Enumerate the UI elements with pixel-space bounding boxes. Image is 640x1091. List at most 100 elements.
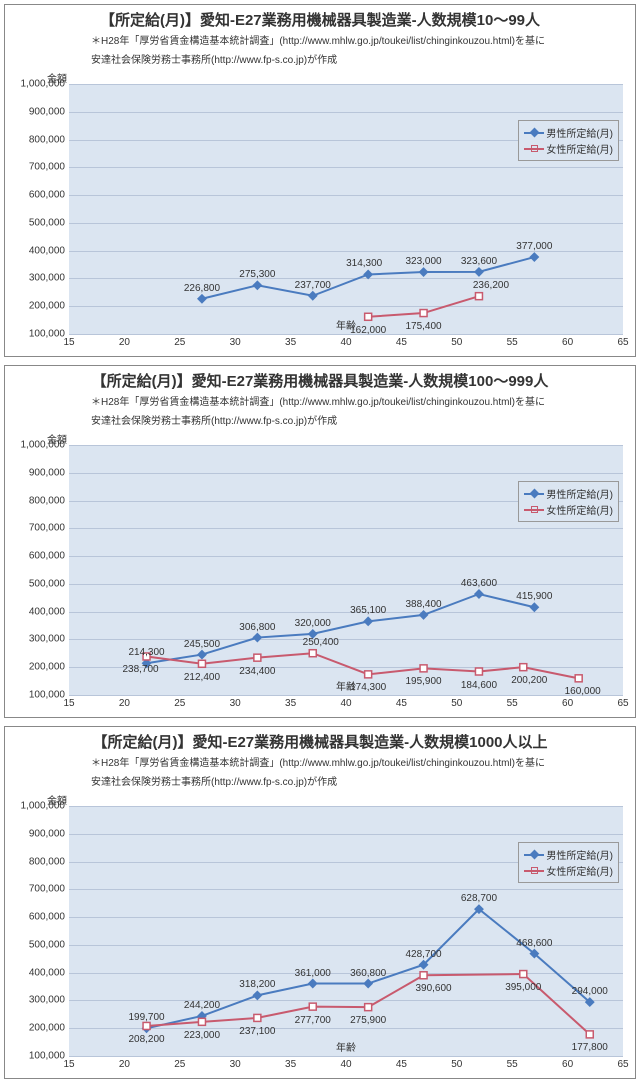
y-tick: 900,000 — [17, 106, 65, 117]
chart-note: 安達社会保険労務士事務所(http://www.fp-s.co.jp)が作成 — [5, 49, 635, 68]
data-label: 365,100 — [350, 605, 386, 616]
y-tick: 900,000 — [17, 828, 65, 839]
x-tick: 65 — [617, 337, 628, 348]
data-label: 200,200 — [511, 675, 547, 686]
data-label: 174,300 — [350, 682, 386, 693]
y-tick: 1,000,000 — [17, 801, 65, 812]
y-tick: 900,000 — [17, 467, 65, 478]
data-label: 320,000 — [295, 618, 331, 629]
data-label: 208,200 — [128, 1034, 164, 1045]
y-tick: 800,000 — [17, 495, 65, 506]
data-label: 177,800 — [572, 1042, 608, 1053]
y-tick: 600,000 — [17, 551, 65, 562]
y-tick: 400,000 — [17, 606, 65, 617]
plot-area: 金額年齢100,000200,000300,000400,000500,0006… — [69, 84, 623, 334]
data-label: 160,000 — [565, 686, 601, 697]
chart-title: 【所定給(月)】愛知-E27業務用機械器具製造業-人数規模1000人以上 — [5, 727, 635, 752]
data-label: 195,900 — [405, 676, 441, 687]
y-tick: 100,000 — [17, 329, 65, 340]
data-label: 237,100 — [239, 1026, 275, 1037]
x-tick: 55 — [507, 1059, 518, 1070]
data-label: 184,600 — [461, 680, 497, 691]
x-tick: 35 — [285, 698, 296, 709]
y-tick: 700,000 — [17, 523, 65, 534]
chart-note: ＊H28年「厚労省賃金構造基本統計調査」(http://www.mhlw.go.… — [5, 30, 635, 49]
chart-note: 安達社会保険労務士事務所(http://www.fp-s.co.jp)が作成 — [5, 771, 635, 790]
y-tick: 500,000 — [17, 939, 65, 950]
x-tick: 50 — [451, 1059, 462, 1070]
data-label: 388,400 — [405, 599, 441, 610]
data-label: 212,400 — [184, 672, 220, 683]
x-tick: 20 — [119, 337, 130, 348]
y-tick: 300,000 — [17, 634, 65, 645]
y-tick: 100,000 — [17, 690, 65, 701]
x-tick: 25 — [174, 337, 185, 348]
chart-title: 【所定給(月)】愛知-E27業務用機械器具製造業-人数規模100～999人 — [5, 366, 635, 391]
chart-note: 安達社会保険労務士事務所(http://www.fp-s.co.jp)が作成 — [5, 410, 635, 429]
plot-area: 金額年齢100,000200,000300,000400,000500,0006… — [69, 445, 623, 695]
y-tick: 1,000,000 — [17, 440, 65, 451]
data-label: 415,900 — [516, 591, 552, 602]
data-label: 162,000 — [350, 325, 386, 336]
plot-area: 金額年齢100,000200,000300,000400,000500,0006… — [69, 806, 623, 1056]
data-label: 277,700 — [295, 1015, 331, 1026]
data-label: 377,000 — [516, 241, 552, 252]
x-tick: 30 — [230, 698, 241, 709]
x-tick: 60 — [562, 698, 573, 709]
data-label: 395,000 — [505, 982, 541, 993]
x-tick: 30 — [230, 1059, 241, 1070]
data-label: 628,700 — [461, 893, 497, 904]
y-tick: 300,000 — [17, 273, 65, 284]
y-tick: 300,000 — [17, 995, 65, 1006]
x-tick: 40 — [340, 337, 351, 348]
y-tick: 400,000 — [17, 245, 65, 256]
x-tick: 20 — [119, 1059, 130, 1070]
x-tick: 15 — [63, 337, 74, 348]
x-tick: 45 — [396, 698, 407, 709]
data-label: 199,700 — [128, 1012, 164, 1023]
y-tick: 500,000 — [17, 578, 65, 589]
x-tick: 25 — [174, 698, 185, 709]
y-tick: 600,000 — [17, 912, 65, 923]
chart-title: 【所定給(月)】愛知-E27業務用機械器具製造業-人数規模10～99人 — [5, 5, 635, 30]
x-tick: 50 — [451, 337, 462, 348]
data-label: 275,300 — [239, 269, 275, 280]
y-tick: 800,000 — [17, 134, 65, 145]
data-label: 275,900 — [350, 1015, 386, 1026]
data-label: 428,700 — [405, 949, 441, 960]
data-label: 360,800 — [350, 968, 386, 979]
chart-note: ＊H28年「厚労省賃金構造基本統計調査」(http://www.mhlw.go.… — [5, 391, 635, 410]
y-tick: 200,000 — [17, 301, 65, 312]
x-tick: 50 — [451, 698, 462, 709]
y-tick: 700,000 — [17, 884, 65, 895]
data-label: 390,600 — [415, 983, 451, 994]
y-tick: 500,000 — [17, 217, 65, 228]
data-label: 468,600 — [516, 938, 552, 949]
data-label: 237,700 — [295, 280, 331, 291]
data-label: 318,200 — [239, 979, 275, 990]
x-tick: 60 — [562, 1059, 573, 1070]
y-tick: 1,000,000 — [17, 79, 65, 90]
x-tick: 20 — [119, 698, 130, 709]
data-label: 314,300 — [346, 258, 382, 269]
data-label: 245,500 — [184, 639, 220, 650]
x-tick: 55 — [507, 698, 518, 709]
x-tick: 45 — [396, 1059, 407, 1070]
y-tick: 800,000 — [17, 856, 65, 867]
x-tick: 35 — [285, 1059, 296, 1070]
data-label: 214,300 — [128, 647, 164, 658]
data-label: 223,000 — [184, 1030, 220, 1041]
y-tick: 400,000 — [17, 967, 65, 978]
y-tick: 200,000 — [17, 662, 65, 673]
data-label: 306,800 — [239, 622, 275, 633]
chart-0: 【所定給(月)】愛知-E27業務用機械器具製造業-人数規模10～99人＊H28年… — [4, 4, 636, 357]
data-label: 236,200 — [473, 280, 509, 291]
data-label: 361,000 — [295, 968, 331, 979]
chart-1: 【所定給(月)】愛知-E27業務用機械器具製造業-人数規模100～999人＊H2… — [4, 365, 636, 718]
x-tick: 40 — [340, 1059, 351, 1070]
x-tick: 30 — [230, 337, 241, 348]
y-tick: 600,000 — [17, 190, 65, 201]
x-tick: 65 — [617, 1059, 628, 1070]
x-tick: 15 — [63, 1059, 74, 1070]
y-tick: 100,000 — [17, 1051, 65, 1062]
